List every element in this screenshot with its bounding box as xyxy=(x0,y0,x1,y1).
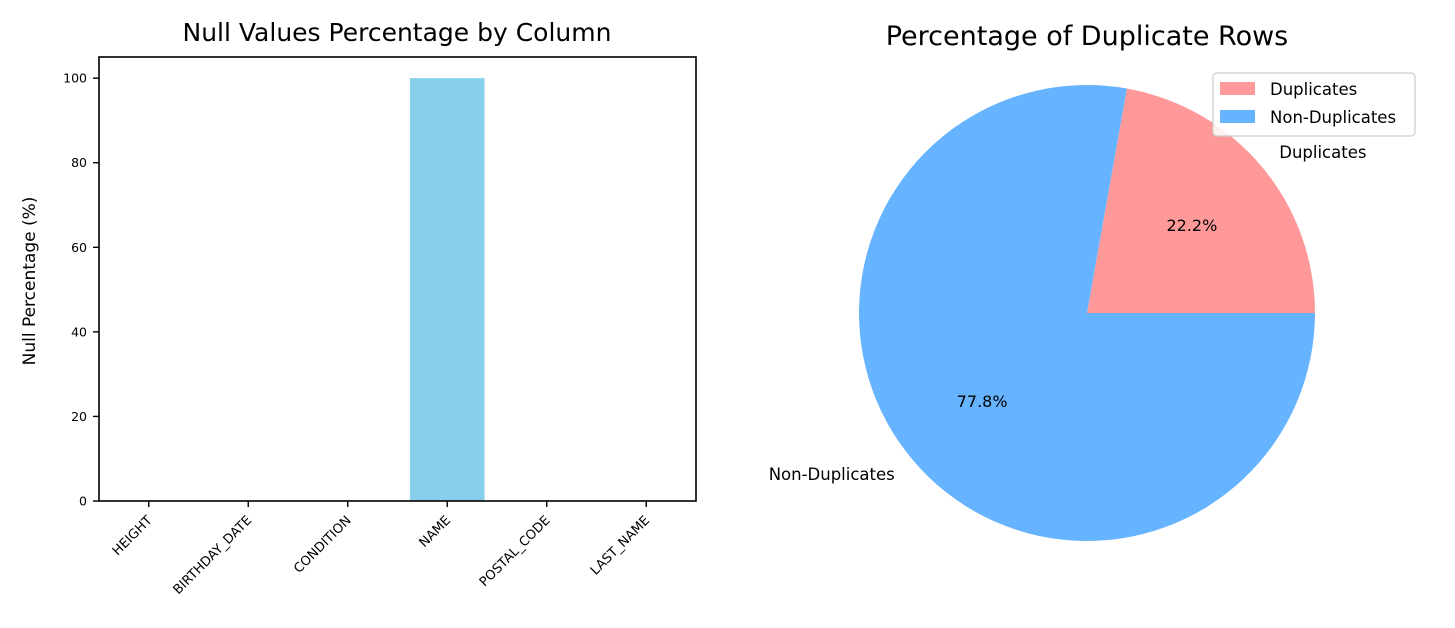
y-tick-label: 80 xyxy=(71,155,87,170)
pie-legend: Duplicates Non-Duplicates xyxy=(1212,72,1416,137)
x-tick-label: POSTAL_CODE xyxy=(477,513,554,590)
bar-name xyxy=(409,78,485,502)
legend-label-non-duplicates: Non-Duplicates xyxy=(1270,108,1396,127)
pie-chart: Percentage of Duplicate Rows 22.2% Duplic… xyxy=(769,21,1416,541)
y-tick-label: 100 xyxy=(63,71,87,86)
x-tick-label: CONDITION xyxy=(291,513,354,576)
pie-layer xyxy=(859,85,1315,541)
bar-chart: Null Values Percentage by Column Null Pe… xyxy=(20,18,697,598)
legend-swatch-duplicates xyxy=(1220,82,1255,95)
pie-slice-non-duplicates xyxy=(859,85,1315,541)
bar-layer xyxy=(409,78,485,502)
x-tick-label: HEIGHT xyxy=(110,513,156,559)
pie-pct-label-duplicates: 22.2% xyxy=(1166,216,1217,235)
x-tick-label: BIRTHDAY_DATE xyxy=(171,513,255,597)
pie-pct-label-non-duplicates: 77.8% xyxy=(957,392,1008,411)
bar-chart-title: Null Values Percentage by Column xyxy=(183,18,612,47)
pie-slice-duplicates xyxy=(1087,88,1315,313)
legend-swatch-non-duplicates xyxy=(1220,110,1255,123)
pie-label-non-duplicates: Non-Duplicates xyxy=(769,465,895,484)
pie-labels: 22.2% Duplicates 77.8% Non-Duplicates xyxy=(769,143,1367,484)
legend-frame xyxy=(1212,72,1416,137)
x-tick-label: LAST_NAME xyxy=(588,513,653,578)
y-tick-label: 0 xyxy=(79,494,87,509)
y-tick-label: 40 xyxy=(71,324,87,339)
x-tick-label: NAME xyxy=(417,513,455,551)
pie-label-duplicates: Duplicates xyxy=(1279,143,1366,162)
pie-chart-title: Percentage of Duplicate Rows xyxy=(886,21,1289,52)
y-tick-label: 60 xyxy=(71,240,87,255)
y-tick-label: 20 xyxy=(71,409,87,424)
bar-chart-axes-frame xyxy=(98,56,697,502)
legend-label-duplicates: Duplicates xyxy=(1270,80,1357,99)
x-axis-ticks: HEIGHT BIRTHDAY_DATE CONDITION NAME POSTAL_C… xyxy=(110,501,653,598)
bar-chart-y-axis-label: Null Percentage (%) xyxy=(20,197,40,366)
y-axis-ticks: 0 20 40 60 80 100 xyxy=(63,71,99,509)
